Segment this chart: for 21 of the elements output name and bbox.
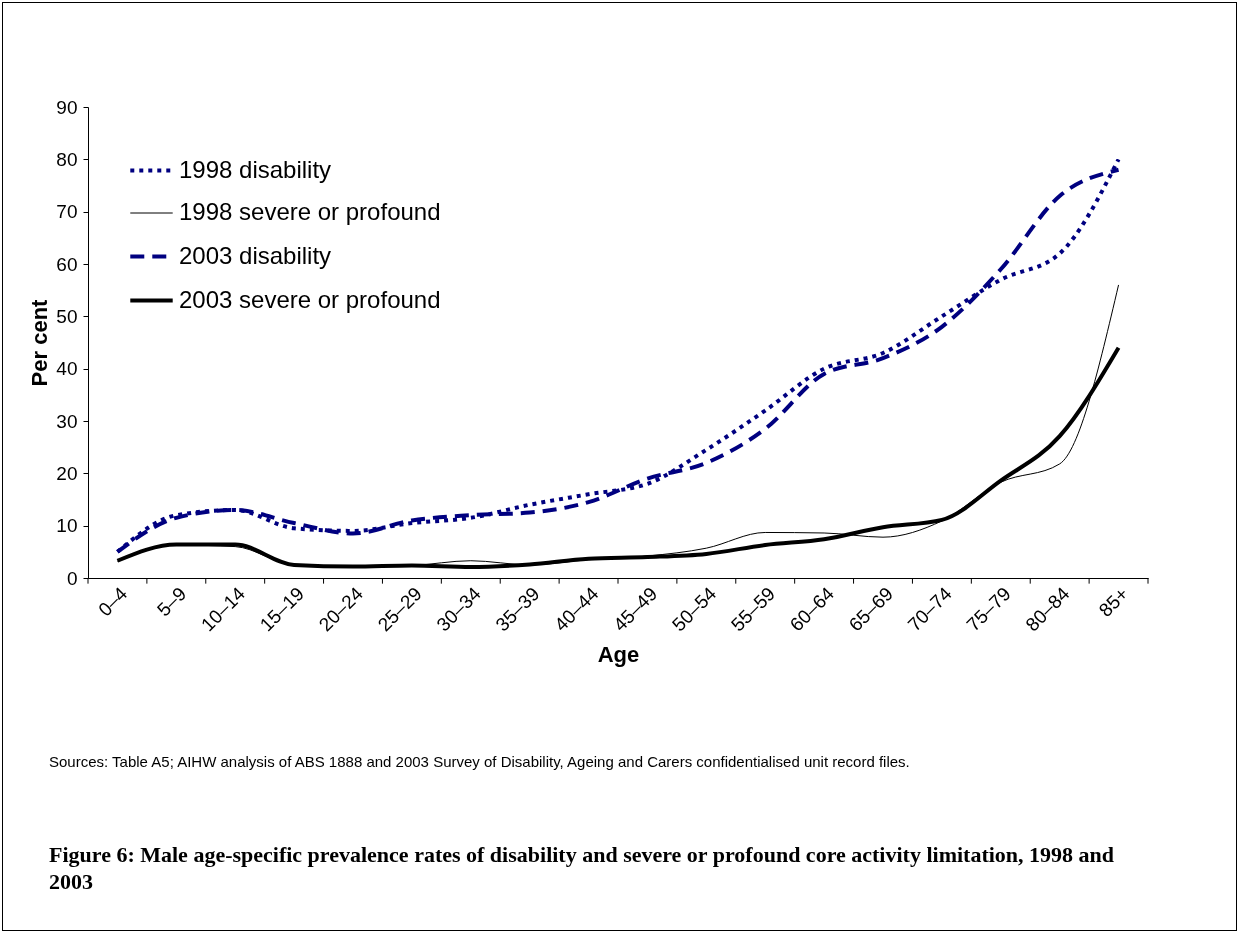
x-tick-label: 5–9: [153, 583, 191, 621]
y-tick-label: 20: [56, 462, 78, 484]
x-tick-label: 0–4: [94, 582, 132, 621]
y-tick-label: 0: [66, 567, 78, 589]
y-axis-title: Per cent: [27, 298, 53, 387]
legend-label: 2003 disability: [179, 241, 332, 269]
source-note: Sources: Table A5; AIHW analysis of ABS 1888 and 2003 Survey of Disability, Ageing and Carers confidentialised unit record files.: [49, 753, 910, 770]
x-tick-label: 85+: [1094, 583, 1133, 621]
y-tick-label: 60: [56, 253, 78, 275]
y-tick-label: 40: [56, 358, 78, 380]
legend-label: 2003 severe or profound: [179, 285, 441, 313]
y-tick-label: 30: [56, 410, 78, 432]
y-tick-label: 10: [56, 515, 78, 537]
legend-label: 1998 severe or profound: [179, 198, 441, 225]
x-axis-title: Age: [597, 642, 640, 668]
y-tick-label: 80: [56, 148, 78, 170]
y-tick-label: 70: [56, 201, 78, 223]
text: Figure 6: Male age-specific prevalence rates of disability and severe or profound core activity limitation, 1998 and 2003: [49, 841, 1116, 895]
y-tick-label: 90: [56, 96, 78, 118]
y-tick-label: 50: [56, 305, 78, 327]
legend-label: 1998 disability: [179, 155, 332, 183]
